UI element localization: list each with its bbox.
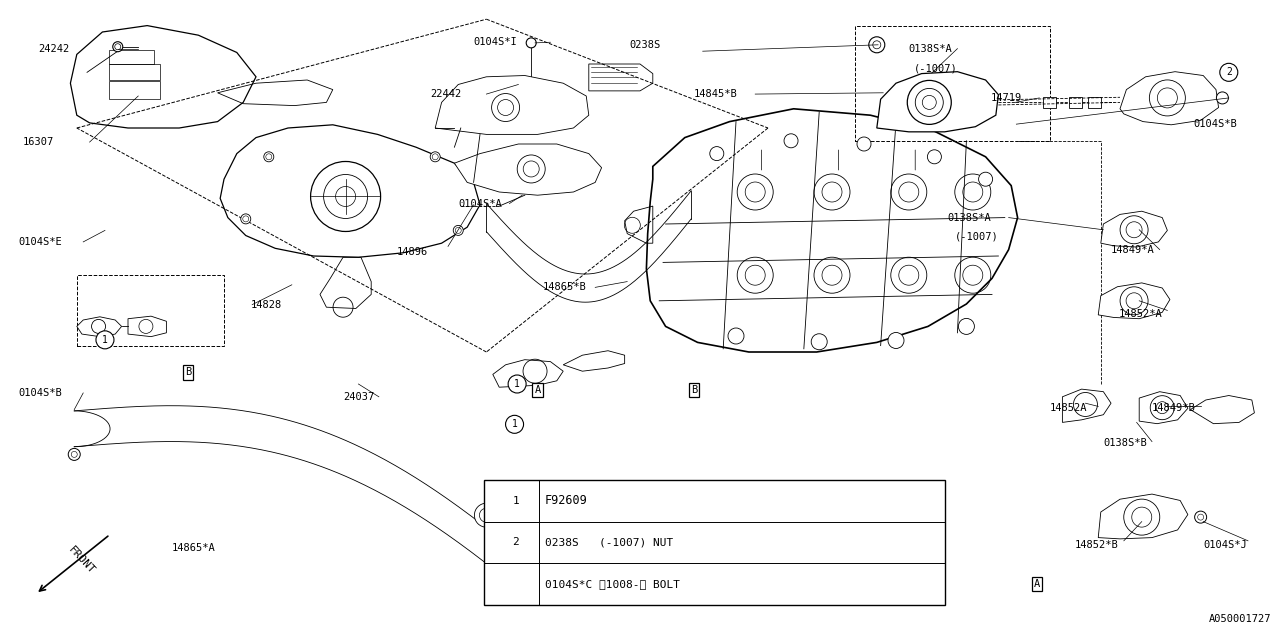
Circle shape (710, 147, 723, 161)
Text: 0104S*B: 0104S*B (18, 388, 61, 398)
Polygon shape (77, 317, 122, 337)
Text: 14849*A: 14849*A (1111, 244, 1155, 255)
Text: 16307: 16307 (23, 137, 54, 147)
Circle shape (506, 415, 524, 433)
Text: 14865*A: 14865*A (172, 543, 215, 554)
Text: 1: 1 (512, 419, 517, 429)
Text: 2: 2 (512, 538, 520, 547)
Polygon shape (435, 76, 589, 134)
Polygon shape (70, 26, 256, 128)
Text: 0138S*A: 0138S*A (947, 212, 991, 223)
Circle shape (888, 332, 904, 348)
Polygon shape (1190, 396, 1254, 424)
Text: B: B (186, 367, 191, 378)
Polygon shape (1120, 72, 1219, 125)
Circle shape (96, 331, 114, 349)
Text: 14828: 14828 (251, 300, 282, 310)
Text: 0138S*B: 0138S*B (1103, 438, 1147, 448)
Text: 0104S*C 〈1008-〉 BOLT: 0104S*C 〈1008-〉 BOLT (545, 579, 680, 589)
Text: 14849*B: 14849*B (1152, 403, 1196, 413)
Text: 0104S*E: 0104S*E (18, 237, 61, 247)
Text: 0238S   (-1007) NUT: 0238S (-1007) NUT (545, 538, 673, 547)
Circle shape (113, 42, 123, 52)
Polygon shape (454, 144, 602, 195)
Circle shape (785, 134, 797, 148)
Text: 0238S: 0238S (812, 566, 842, 576)
Bar (77, 275, 224, 346)
Text: B: B (691, 385, 696, 396)
Polygon shape (1098, 494, 1188, 539)
Circle shape (68, 449, 81, 460)
Circle shape (1194, 511, 1207, 523)
Polygon shape (1043, 97, 1056, 108)
Circle shape (887, 570, 905, 588)
Text: 24037: 24037 (343, 392, 374, 402)
Polygon shape (1101, 211, 1167, 247)
Circle shape (728, 328, 744, 344)
Polygon shape (128, 316, 166, 337)
Circle shape (526, 38, 536, 48)
Circle shape (241, 214, 251, 224)
Text: 0238S: 0238S (630, 40, 660, 51)
Circle shape (812, 334, 827, 349)
Circle shape (858, 137, 870, 151)
Polygon shape (493, 360, 563, 387)
Circle shape (507, 533, 525, 552)
Circle shape (979, 172, 992, 186)
Text: 0104S*A: 0104S*A (458, 198, 502, 209)
Polygon shape (877, 72, 998, 132)
Circle shape (959, 318, 974, 334)
Circle shape (507, 492, 525, 510)
Polygon shape (1098, 283, 1170, 319)
Polygon shape (589, 64, 653, 91)
Circle shape (430, 152, 440, 162)
Circle shape (1220, 63, 1238, 81)
Polygon shape (563, 351, 625, 371)
Text: 14896: 14896 (397, 246, 428, 257)
Bar (855, 26, 1050, 141)
Polygon shape (1069, 97, 1082, 108)
Text: FRONT: FRONT (65, 545, 96, 576)
Text: 0104S*J: 0104S*J (1203, 540, 1247, 550)
Text: 0138S*A: 0138S*A (909, 44, 952, 54)
Polygon shape (220, 125, 480, 257)
Circle shape (453, 225, 463, 236)
Text: A: A (1034, 579, 1039, 589)
Text: 1: 1 (512, 496, 520, 506)
Circle shape (264, 152, 274, 162)
Text: 1: 1 (102, 335, 108, 345)
Circle shape (508, 375, 526, 393)
Polygon shape (1139, 392, 1188, 424)
Text: 14852*B: 14852*B (1075, 540, 1119, 550)
Circle shape (1216, 92, 1229, 104)
Text: 1: 1 (515, 379, 520, 389)
Text: 2: 2 (1226, 67, 1231, 77)
Text: A050001727: A050001727 (1208, 614, 1271, 624)
Text: 0104S*I: 0104S*I (474, 37, 517, 47)
Text: 14845*B: 14845*B (694, 89, 737, 99)
Bar (484, 480, 945, 605)
Text: (-1007): (-1007) (914, 63, 957, 74)
Text: 1: 1 (893, 573, 899, 584)
Text: 14719: 14719 (991, 93, 1021, 103)
Text: 14852A: 14852A (1050, 403, 1087, 413)
Text: 22442: 22442 (430, 89, 461, 99)
Polygon shape (1088, 97, 1101, 108)
Text: 14865*B: 14865*B (543, 282, 586, 292)
Text: 14845*A: 14845*A (824, 489, 868, 499)
Text: 14852*A: 14852*A (1119, 308, 1162, 319)
Text: (-1007): (-1007) (955, 232, 998, 242)
Polygon shape (646, 109, 1018, 352)
Text: 0104S*B: 0104S*B (1193, 119, 1236, 129)
Circle shape (869, 36, 884, 52)
Text: 24242: 24242 (38, 44, 69, 54)
Circle shape (475, 503, 498, 527)
Circle shape (928, 150, 941, 164)
Text: A: A (535, 385, 540, 396)
Polygon shape (1062, 389, 1111, 422)
Text: F92609: F92609 (545, 494, 588, 508)
